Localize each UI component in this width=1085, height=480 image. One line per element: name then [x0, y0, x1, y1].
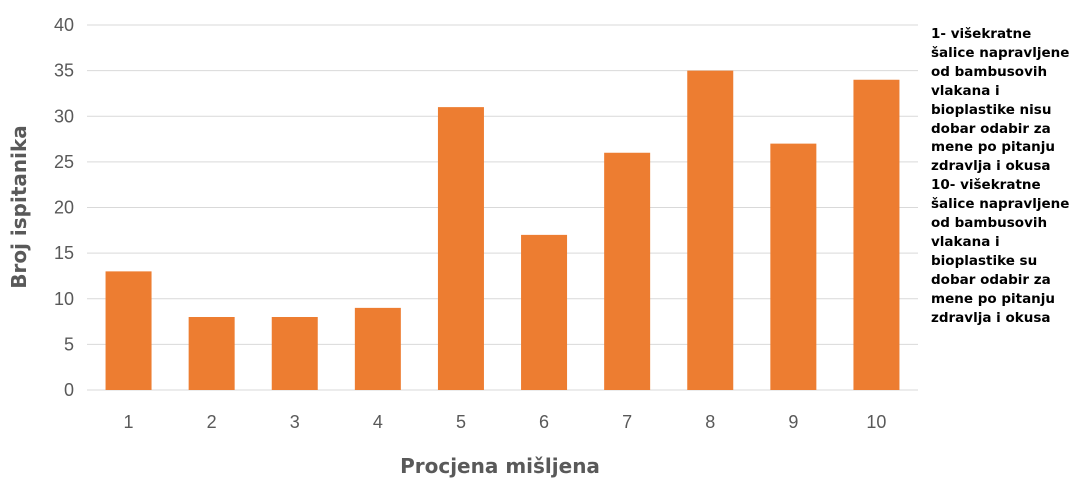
- x-tick-label: 8: [705, 412, 715, 432]
- y-tick-label: 15: [54, 243, 74, 263]
- y-tick-labels: 0 5 10 15 20 25 30 35 40: [54, 15, 74, 400]
- note-line: vlakana i: [931, 82, 1000, 99]
- y-tick-label: 20: [54, 198, 74, 218]
- x-tick-label: 1: [124, 412, 134, 432]
- note-line: mene po pitanju: [931, 290, 1056, 307]
- y-tick-label: 10: [54, 289, 74, 309]
- x-tick-label: 5: [456, 412, 466, 432]
- x-tick-label: 3: [290, 412, 300, 432]
- y-tick-label: 40: [54, 15, 74, 35]
- y-tick-label: 5: [64, 334, 74, 354]
- bar-9: [770, 143, 817, 390]
- bar-1: [105, 271, 152, 390]
- bar-chart: 0 5 10 15 20 25 30 35 40 1 2 3 4 5 6 7 8 9 10 Procjena mi…: [7, 15, 918, 478]
- note-line: 10- višekratne: [931, 177, 1041, 194]
- y-tick-label: 30: [54, 106, 74, 126]
- note-line: vlakana i: [931, 233, 1000, 250]
- note-line: šalice napravljene: [931, 44, 1070, 61]
- note-line: od bambusovih: [931, 215, 1048, 232]
- note-line: mene po pitanju: [931, 139, 1056, 156]
- y-tick-label: 25: [54, 152, 74, 172]
- x-tick-label: 4: [373, 412, 383, 432]
- note-line: dobar odabir za: [931, 120, 1051, 137]
- note-line: šalice napravljene: [931, 196, 1070, 213]
- bar-3: [271, 317, 318, 390]
- note-line: bioplastike nisu: [931, 101, 1052, 118]
- y-tick-label: 35: [54, 61, 74, 81]
- note-line: 1- višekratne: [931, 26, 1032, 42]
- x-tick-labels: 1 2 3 4 5 6 7 8 9 10: [124, 412, 887, 432]
- note-line: bioplastike su: [931, 252, 1038, 269]
- note-line: dobar odabir za: [931, 271, 1051, 288]
- x-tick-label: 2: [207, 412, 217, 432]
- bar-7: [604, 152, 651, 390]
- note-line: zdravlja i okusa: [931, 309, 1051, 326]
- bar-4: [354, 307, 401, 390]
- x-tick-label: 7: [622, 412, 632, 432]
- note-line: zdravlja i okusa: [931, 158, 1051, 175]
- x-tick-label: 10: [866, 412, 886, 432]
- note-line: od bambusovih: [931, 63, 1048, 80]
- bar-8: [687, 70, 734, 390]
- bars: [105, 70, 900, 390]
- scale-explanation-note: 1- višekratne šalice napravljene od bambus…: [931, 25, 1081, 328]
- x-axis-title: Procjena mišljena: [400, 454, 600, 478]
- bar-10: [853, 79, 900, 390]
- bar-5: [437, 107, 484, 390]
- y-axis-title: Broj ispitanika: [7, 125, 31, 289]
- bar-6: [521, 234, 568, 390]
- bar-2: [188, 317, 235, 390]
- y-tick-label: 0: [64, 380, 74, 400]
- x-tick-label: 9: [788, 412, 798, 432]
- x-tick-label: 6: [539, 412, 549, 432]
